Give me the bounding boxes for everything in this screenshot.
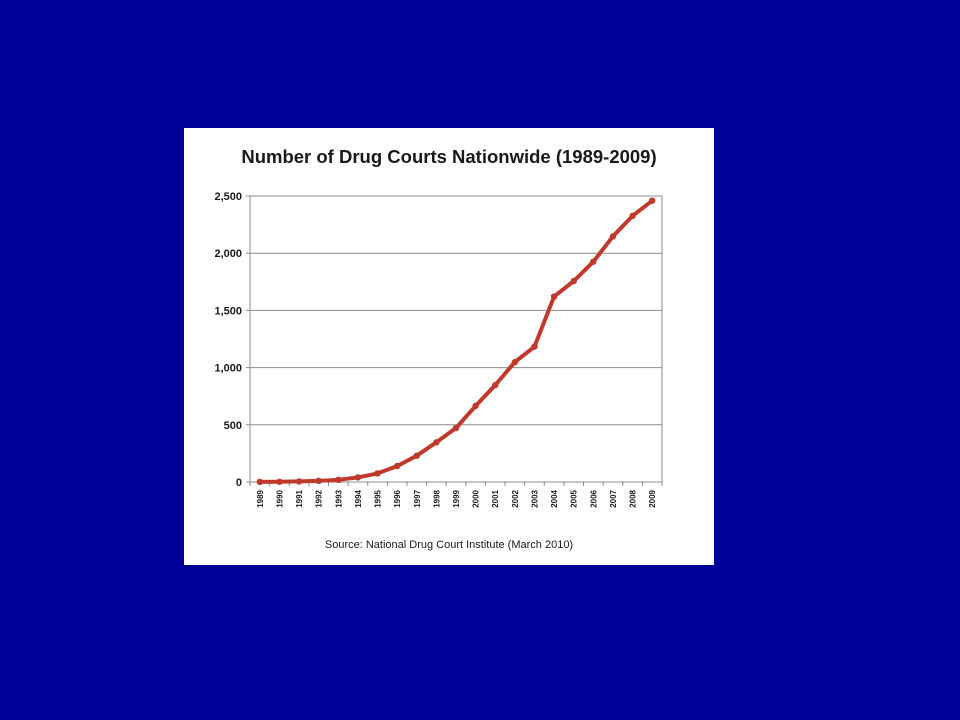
grid-lines bbox=[246, 195, 663, 486]
x-axis-ticks: 1989 1990 1991 1992 1993 1994 1995 1996 1997 1998… bbox=[256, 489, 657, 507]
x-tick-label: 1994 bbox=[354, 489, 363, 507]
line-chart: 0 500 1,000 1,500 2,000 2,500 1989 1990 1991 199… bbox=[214, 191, 663, 508]
x-tick-label: 1998 bbox=[432, 489, 441, 507]
data-point bbox=[492, 381, 499, 389]
y-tick-label: 500 bbox=[224, 420, 242, 432]
series-layer bbox=[256, 197, 656, 486]
x-tick-label: 2008 bbox=[629, 489, 638, 507]
data-point bbox=[472, 402, 479, 410]
x-tick-label: 1995 bbox=[374, 489, 383, 507]
data-point bbox=[276, 478, 283, 485]
data-point bbox=[609, 233, 617, 240]
x-tick-label: 2000 bbox=[472, 489, 481, 507]
data-point bbox=[570, 277, 577, 285]
data-point bbox=[354, 474, 362, 481]
plot-frame bbox=[249, 195, 663, 483]
y-axis-ticks: 0 500 1,000 1,500 2,000 2,500 bbox=[214, 191, 242, 489]
y-tick-label: 0 bbox=[236, 477, 242, 489]
data-point bbox=[433, 439, 440, 446]
data-point bbox=[315, 477, 322, 485]
data-point bbox=[335, 476, 342, 484]
x-tick-label: 1992 bbox=[315, 489, 324, 507]
x-tick-label: 1996 bbox=[393, 489, 402, 507]
x-tick-label: 2001 bbox=[491, 489, 500, 507]
data-point bbox=[256, 478, 264, 486]
x-tick-label: 2007 bbox=[609, 489, 618, 507]
y-tick-label: 1,500 bbox=[214, 305, 242, 317]
y-tick-label: 2,000 bbox=[214, 248, 242, 260]
data-point bbox=[413, 452, 420, 459]
y-tick-label: 1,000 bbox=[214, 363, 242, 375]
chart-card: Number of Drug Courts Nationwide (1989-2… bbox=[184, 128, 714, 565]
data-point bbox=[295, 478, 303, 485]
data-point bbox=[590, 258, 597, 265]
chart-source: Source: National Drug Court Institute (M… bbox=[324, 539, 574, 551]
x-tick-label: 2005 bbox=[570, 489, 579, 507]
series-line bbox=[257, 198, 655, 484]
data-point bbox=[393, 462, 401, 470]
x-tick-label: 2009 bbox=[648, 489, 657, 507]
data-point bbox=[629, 212, 636, 220]
x-tick-label: 1989 bbox=[256, 489, 265, 507]
x-tick-label: 2002 bbox=[511, 489, 520, 507]
data-point bbox=[511, 358, 519, 366]
x-tick-label: 2006 bbox=[589, 489, 598, 507]
x-tick-label: 1991 bbox=[295, 489, 304, 507]
data-point bbox=[648, 197, 656, 204]
x-tick-label: 1993 bbox=[334, 489, 343, 507]
x-tick-label: 1990 bbox=[275, 489, 284, 507]
data-point bbox=[452, 424, 460, 432]
chart-title: Number of Drug Courts Nationwide (1989-2… bbox=[241, 146, 657, 167]
y-tick-label: 2,500 bbox=[214, 191, 242, 203]
data-point bbox=[531, 343, 538, 350]
data-point bbox=[550, 293, 558, 300]
x-tick-label: 2003 bbox=[530, 489, 539, 507]
x-tick-label: 2004 bbox=[550, 489, 559, 507]
x-tick-label: 1997 bbox=[413, 489, 422, 507]
x-tick-label: 1999 bbox=[452, 489, 461, 507]
data-point bbox=[374, 470, 381, 477]
